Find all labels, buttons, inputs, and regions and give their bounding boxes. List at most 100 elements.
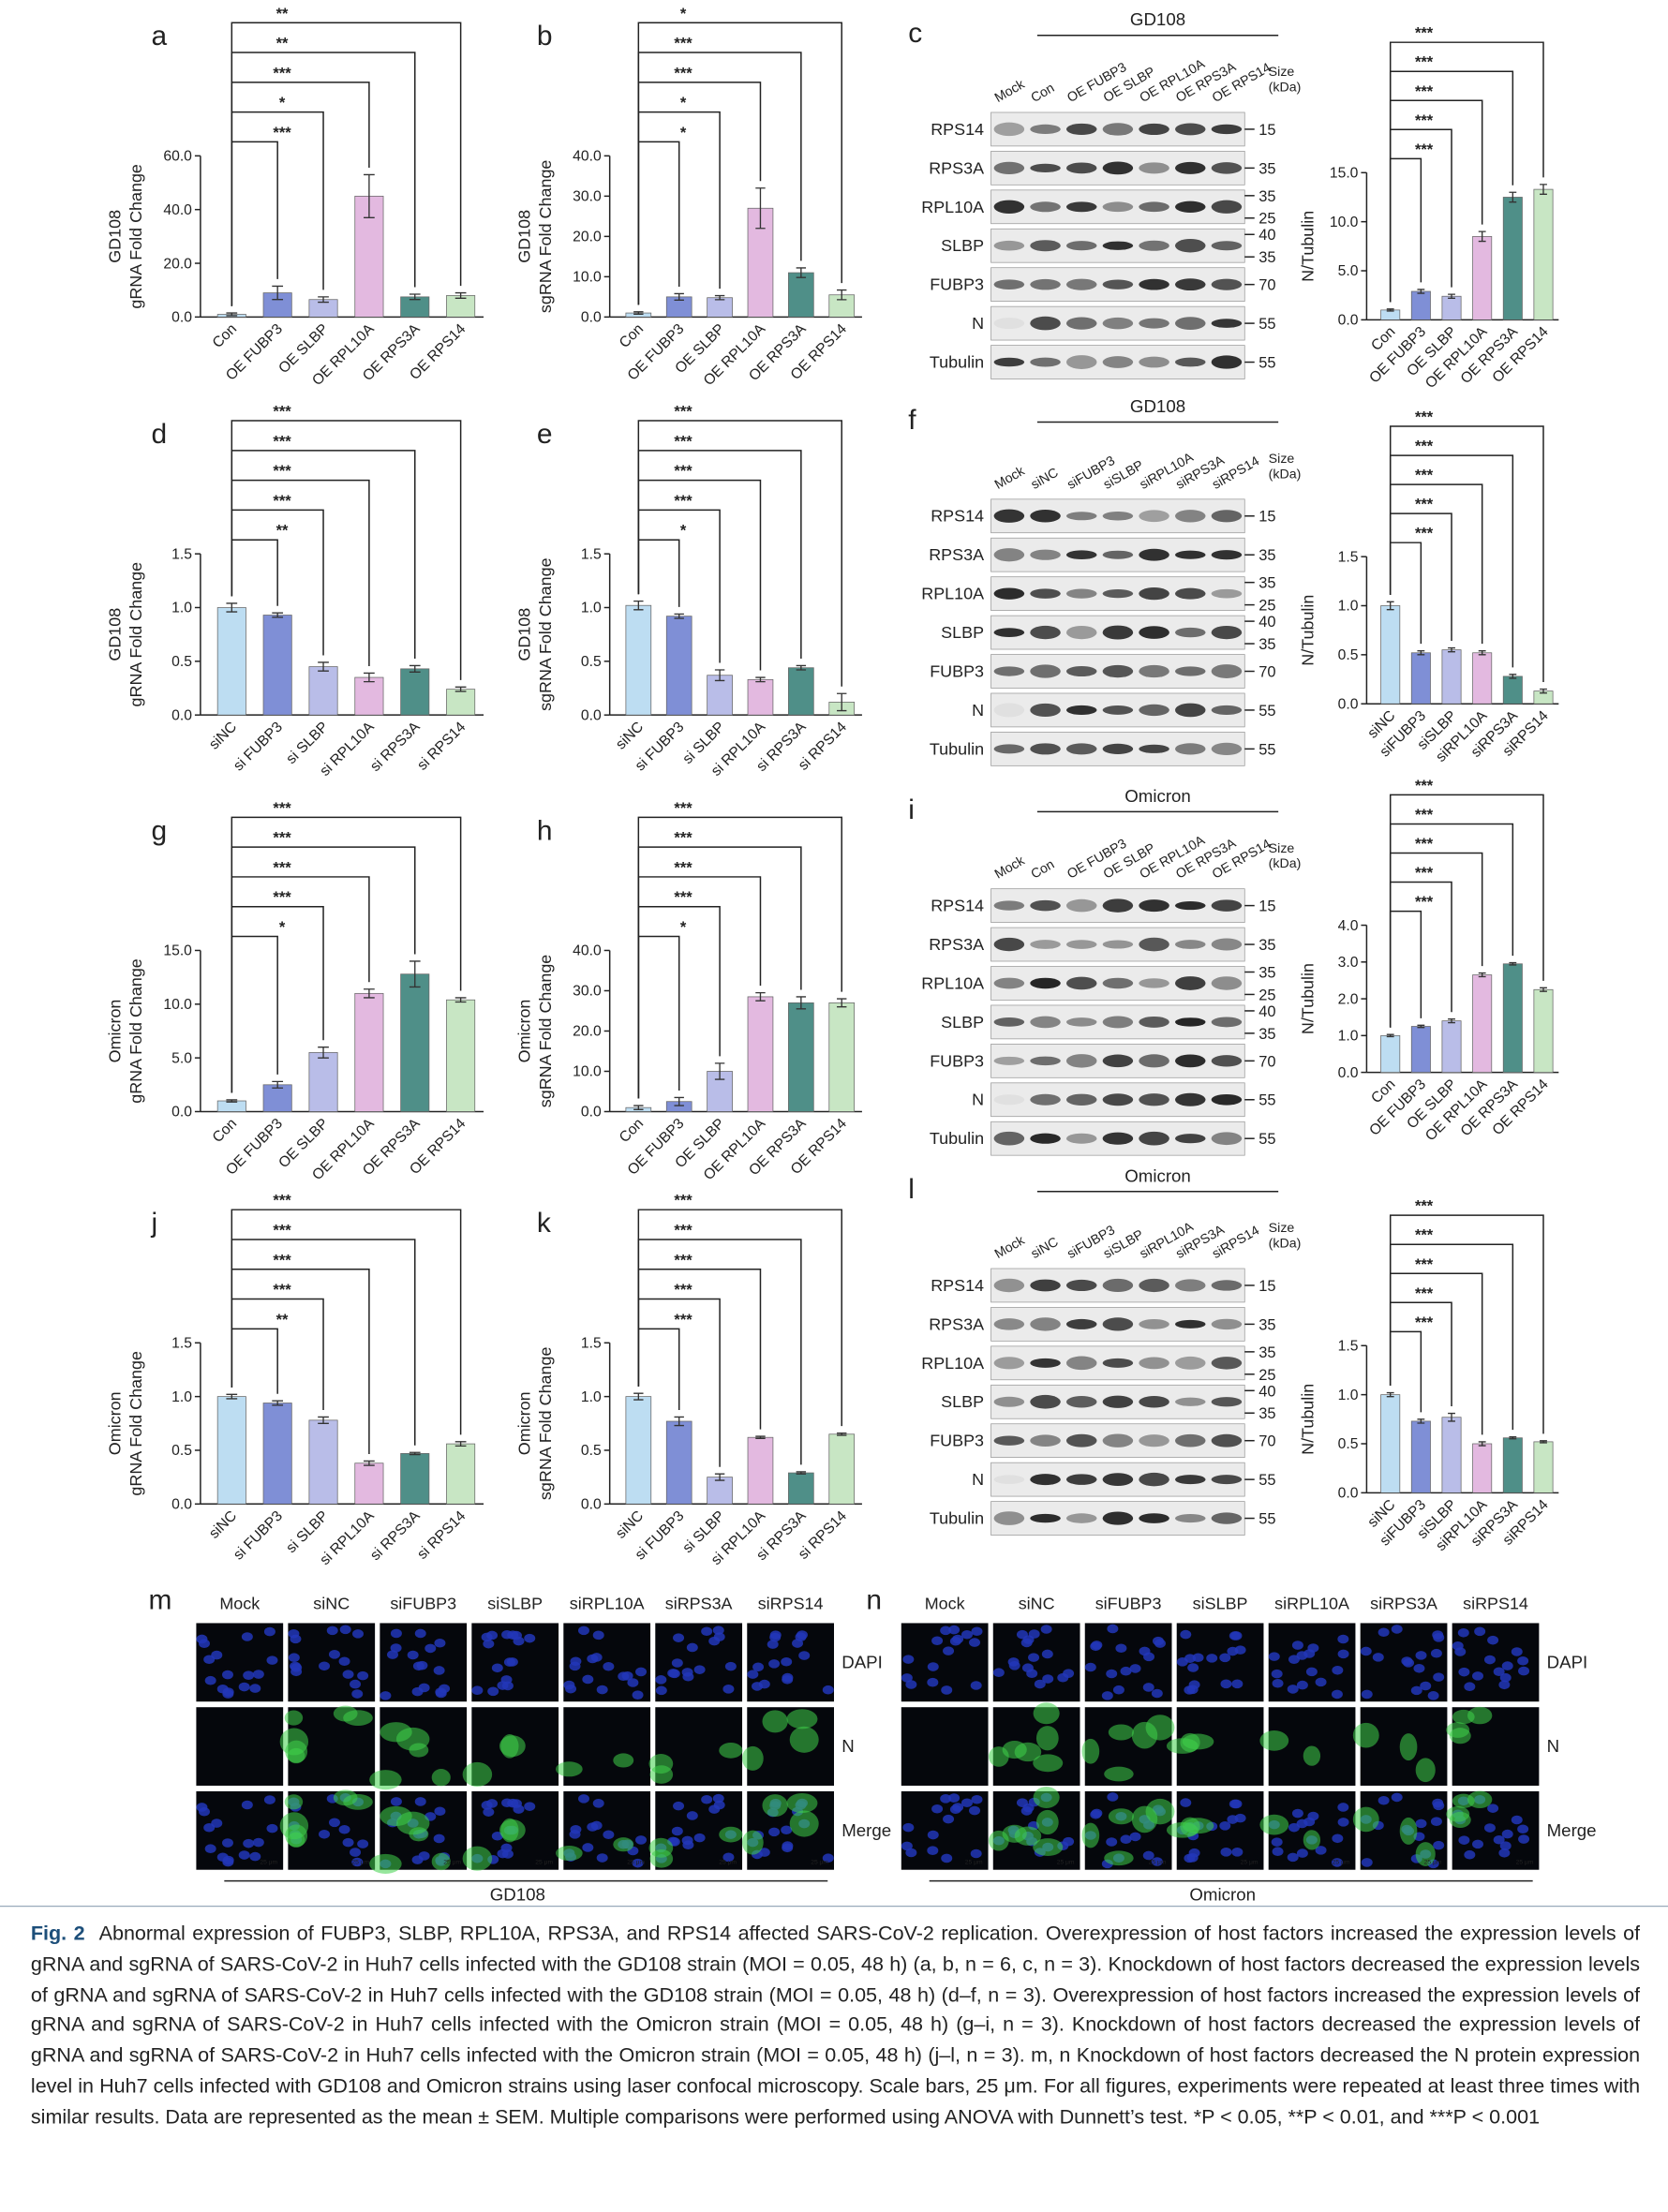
nucleus	[524, 1633, 536, 1643]
error-bar	[837, 692, 847, 712]
nucleus	[1115, 1643, 1127, 1654]
size-value: 70	[1258, 663, 1275, 680]
nucleus	[1091, 1640, 1103, 1650]
blot-band	[1030, 163, 1061, 173]
n-signal	[786, 1709, 818, 1730]
y-tick-label: 0.0	[171, 1497, 192, 1513]
blot-band	[1175, 666, 1206, 676]
size-value: 35	[1258, 937, 1275, 954]
size-value: 40	[1258, 1003, 1275, 1020]
nucleus	[952, 1634, 964, 1644]
y-axis-title: N/Tubulin	[1299, 595, 1318, 666]
n-signal	[285, 1740, 308, 1763]
scale-bar-label: 25 μm	[719, 1860, 737, 1866]
blot-band	[1211, 355, 1243, 369]
significance-bracket	[637, 1209, 842, 1427]
blot-band	[1139, 664, 1169, 678]
size-value: 70	[1258, 277, 1275, 294]
nucleus	[390, 1628, 402, 1639]
n-signal	[1399, 1733, 1418, 1761]
bar	[216, 1396, 246, 1505]
blot-band	[993, 977, 1025, 989]
error-bar	[454, 997, 467, 1003]
bar	[308, 1052, 338, 1112]
y-tick-label: 30.0	[573, 984, 602, 1000]
blot-band	[1211, 742, 1243, 756]
nucleus	[510, 1630, 522, 1640]
n-signal	[556, 1845, 583, 1862]
significance-label: ***	[1415, 526, 1434, 542]
error-bar	[755, 991, 766, 1002]
n-signal	[1180, 1732, 1200, 1752]
y-tick-label: 0.5	[581, 1443, 602, 1459]
blot-band	[1030, 664, 1061, 678]
blot-band	[1065, 1093, 1097, 1106]
n-signal	[1259, 1730, 1289, 1751]
blot-band	[1139, 201, 1169, 213]
blot-band	[1102, 356, 1134, 368]
blot-band	[1065, 705, 1097, 716]
nucleus	[1457, 1628, 1469, 1638]
nucleus	[483, 1807, 495, 1817]
blot-band	[1139, 1318, 1169, 1329]
protein-label: FUBP3	[930, 1051, 984, 1070]
blot-band	[993, 1094, 1025, 1106]
blot-band	[1211, 1318, 1243, 1330]
nucleus	[266, 1655, 278, 1665]
nucleus	[1091, 1808, 1103, 1819]
nucleus	[1332, 1665, 1344, 1675]
blot-band	[1139, 626, 1169, 639]
panel-letter: g	[152, 815, 168, 846]
blot-band	[1175, 627, 1206, 638]
nucleus	[1152, 1636, 1164, 1646]
bar	[1410, 1026, 1431, 1073]
n-signal	[284, 1710, 304, 1726]
error-bar	[633, 1105, 644, 1111]
nucleus	[1180, 1629, 1192, 1640]
nucleus	[510, 1799, 522, 1808]
nucleus	[1271, 1669, 1283, 1679]
bar	[1502, 197, 1523, 320]
protein-label: RPS14	[931, 897, 984, 915]
n-signal	[284, 1794, 304, 1810]
significance-label: ***	[273, 859, 291, 876]
size-value: 40	[1258, 614, 1275, 631]
blot-band	[1102, 1278, 1134, 1293]
bar	[1533, 988, 1554, 1073]
nucleus	[621, 1671, 633, 1681]
blot-band	[1030, 124, 1061, 135]
nucleus	[1180, 1798, 1192, 1807]
blot-band	[1065, 743, 1097, 755]
blot-band	[1102, 279, 1134, 289]
error-bar	[1478, 230, 1486, 243]
error-bar	[1386, 1391, 1394, 1398]
bar	[354, 676, 384, 716]
nucleus	[587, 1654, 599, 1664]
protein-label: RPS3A	[929, 545, 984, 564]
error-bar	[272, 612, 284, 618]
error-bar	[1417, 1024, 1425, 1029]
blot-band	[1211, 1093, 1243, 1106]
size-value: 35	[1258, 964, 1275, 981]
micrograph: 25 μm	[741, 1790, 834, 1870]
error-bar	[755, 187, 766, 230]
nucleus	[1229, 1799, 1241, 1809]
nucleus	[1063, 1836, 1075, 1847]
size-value: 55	[1258, 316, 1275, 333]
significance-label: ***	[1415, 1314, 1434, 1331]
y-tick-label: 0.0	[1338, 696, 1359, 712]
blot-band	[1030, 240, 1061, 252]
nucleus	[1483, 1823, 1496, 1833]
micrograph	[288, 1623, 376, 1702]
nucleus	[781, 1825, 793, 1835]
y-axis-title: sgRNA Fold Change	[536, 160, 555, 314]
blot-band	[1030, 1279, 1061, 1292]
y-tick-label: 1.5	[581, 1336, 602, 1352]
scale-bar-label: 25 μm	[260, 1860, 277, 1866]
nucleus	[1291, 1808, 1303, 1819]
nucleus	[350, 1848, 362, 1857]
nucleus	[1433, 1672, 1445, 1682]
y-tick-label: 2.0	[1338, 991, 1359, 1007]
column-label: Mock	[219, 1594, 260, 1612]
